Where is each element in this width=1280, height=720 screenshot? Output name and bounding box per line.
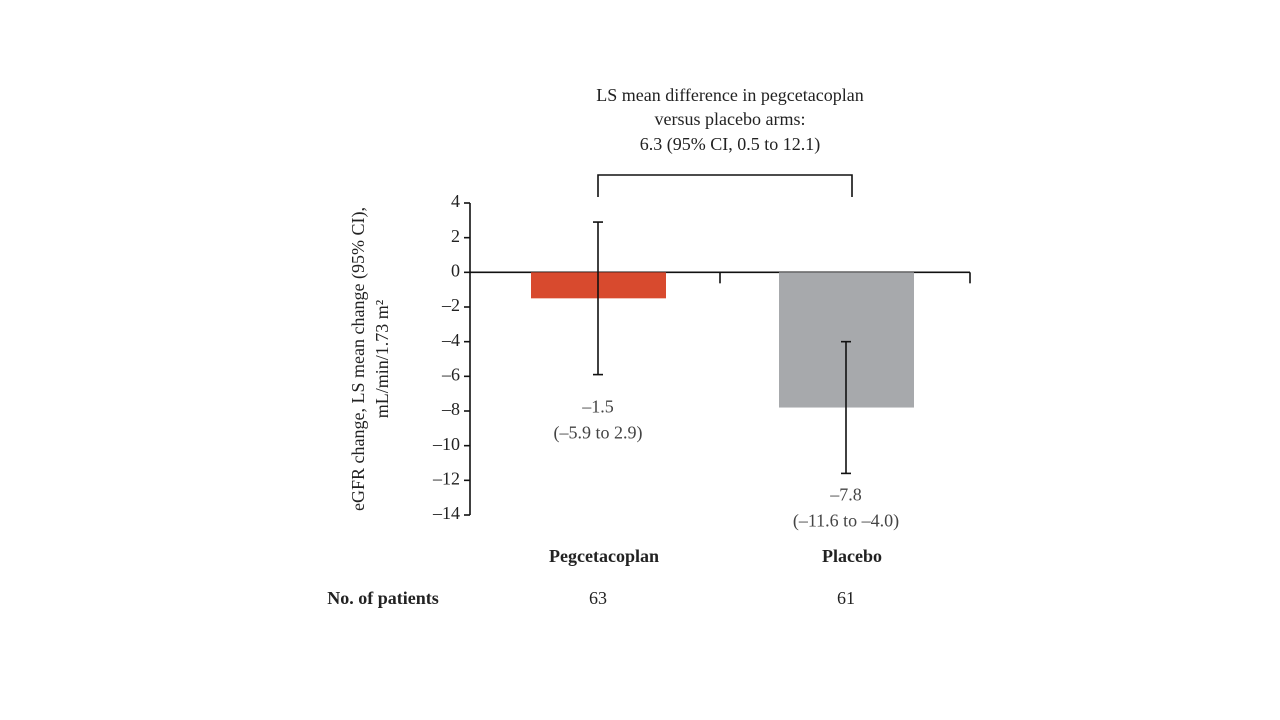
y-axis-label-line: eGFR change, LS mean change (95% CI),	[348, 207, 369, 511]
y-tick-label: 0	[451, 260, 460, 280]
y-tick-label: –8	[441, 399, 460, 419]
patients-count: 63	[589, 588, 607, 608]
y-axis-label: eGFR change, LS mean change (95% CI), mL…	[348, 207, 392, 511]
value-label: –7.8	[829, 485, 862, 505]
y-tick-label: –6	[441, 364, 460, 384]
y-tick-label: –10	[432, 434, 460, 454]
y-tick-label: –14	[432, 503, 460, 523]
y-tick-label: 4	[451, 191, 460, 211]
patients-label: No. of patients	[327, 588, 439, 608]
annotation: LS mean difference in pegcetacoplan	[596, 85, 864, 105]
comparison-bracket	[597, 174, 853, 197]
y-tick-label: –12	[432, 468, 460, 488]
y-tick-label: –2	[441, 295, 460, 315]
ci-label: (–5.9 to 2.9)	[554, 423, 643, 444]
annotation: versus placebo arms:	[655, 109, 806, 129]
patients-count: 61	[837, 588, 855, 608]
y-axis-label-line: mL/min/1.73 m²	[372, 300, 392, 418]
ci-label: (–11.6 to –4.0)	[793, 511, 899, 532]
y-tick-label: –4	[441, 330, 460, 350]
y-tick-label: 2	[451, 226, 460, 246]
x-tick-label: Placebo	[822, 546, 882, 566]
x-tick-label: Pegcetacoplan	[549, 546, 659, 566]
value-label: –1.5	[581, 397, 614, 417]
annotation: 6.3 (95% CI, 0.5 to 12.1)	[640, 134, 820, 155]
